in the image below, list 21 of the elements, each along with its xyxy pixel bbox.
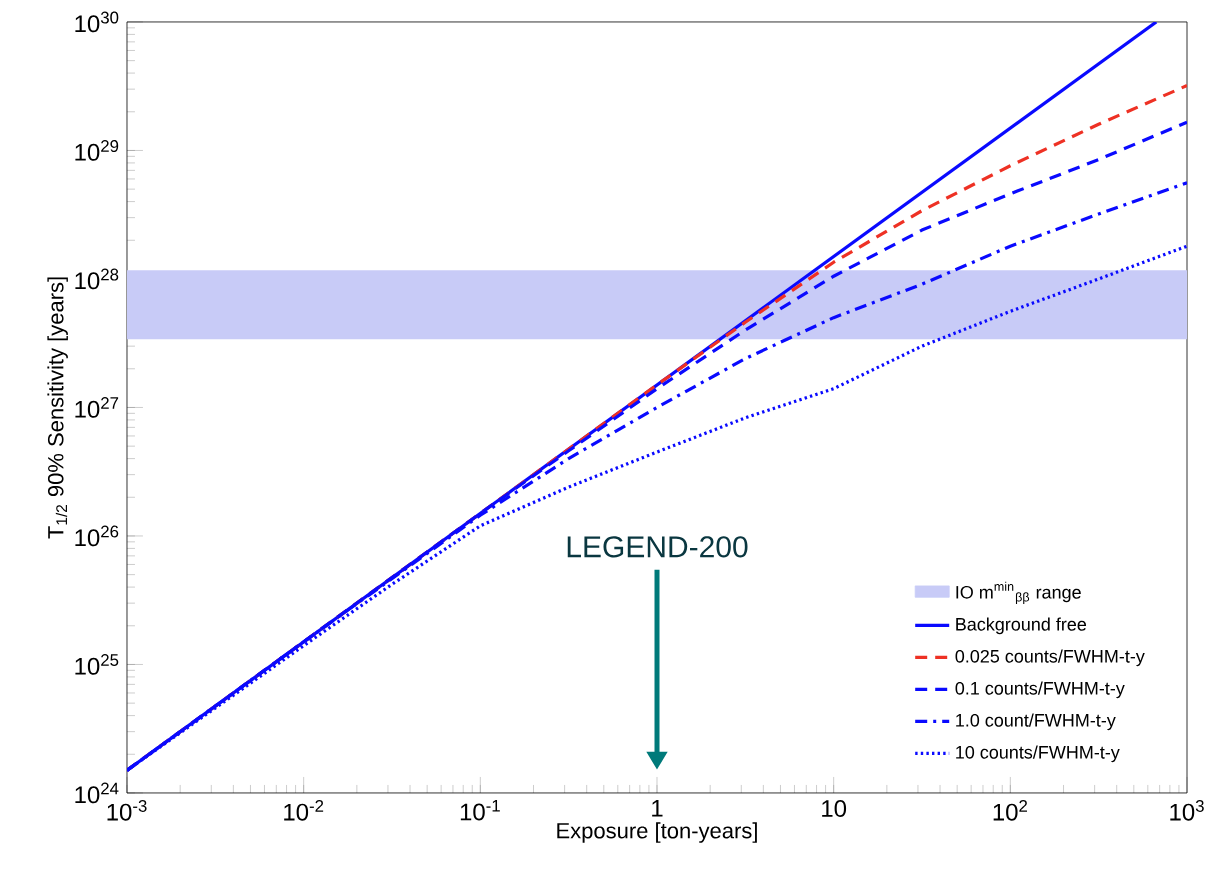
x-tick-label: 10$^{3}$ [1170,799,1204,821]
y-axis-title: T$_{1/2}$ 90% Sensitivity [years] [47,277,68,539]
x-axis-title: Exposure [ton-years] [557,822,757,843]
legend-label: 10 counts/FWHM-t-y [956,745,1120,763]
y-tick-label: 10$^{26}$ [75,525,119,547]
y-tick-label: 10$^{28}$ [75,268,119,290]
annotation: LEGEND-200 [567,536,748,558]
legend-label: Background free [956,617,1087,635]
legend-label: 1.0 count/FWHM-t-y [956,713,1116,731]
y-tick-label: 10$^{29}$ [75,140,119,161]
x-tick-label: 10$^{-1}$ [460,800,500,821]
x-tick-label: 10$^{2}$ [993,799,1028,821]
y-tick-label: 10$^{27}$ [75,397,119,418]
y-tick-label: 10$^{30}$ [75,11,119,33]
x-tick-label: 10 [822,800,847,818]
x-tick-label: 10$^{-2}$ [284,799,324,821]
x-tick-label: 1 [652,800,663,817]
y-tick-label: 10$^{25}$ [75,654,119,675]
legend-label: 0.1 counts/FWHM-t-y [955,681,1125,699]
legend-label: IO m$^{min}$$_{ββ}$ range [956,581,1081,605]
legend-label: 0.025 counts/FWHM-t-y [955,649,1145,667]
